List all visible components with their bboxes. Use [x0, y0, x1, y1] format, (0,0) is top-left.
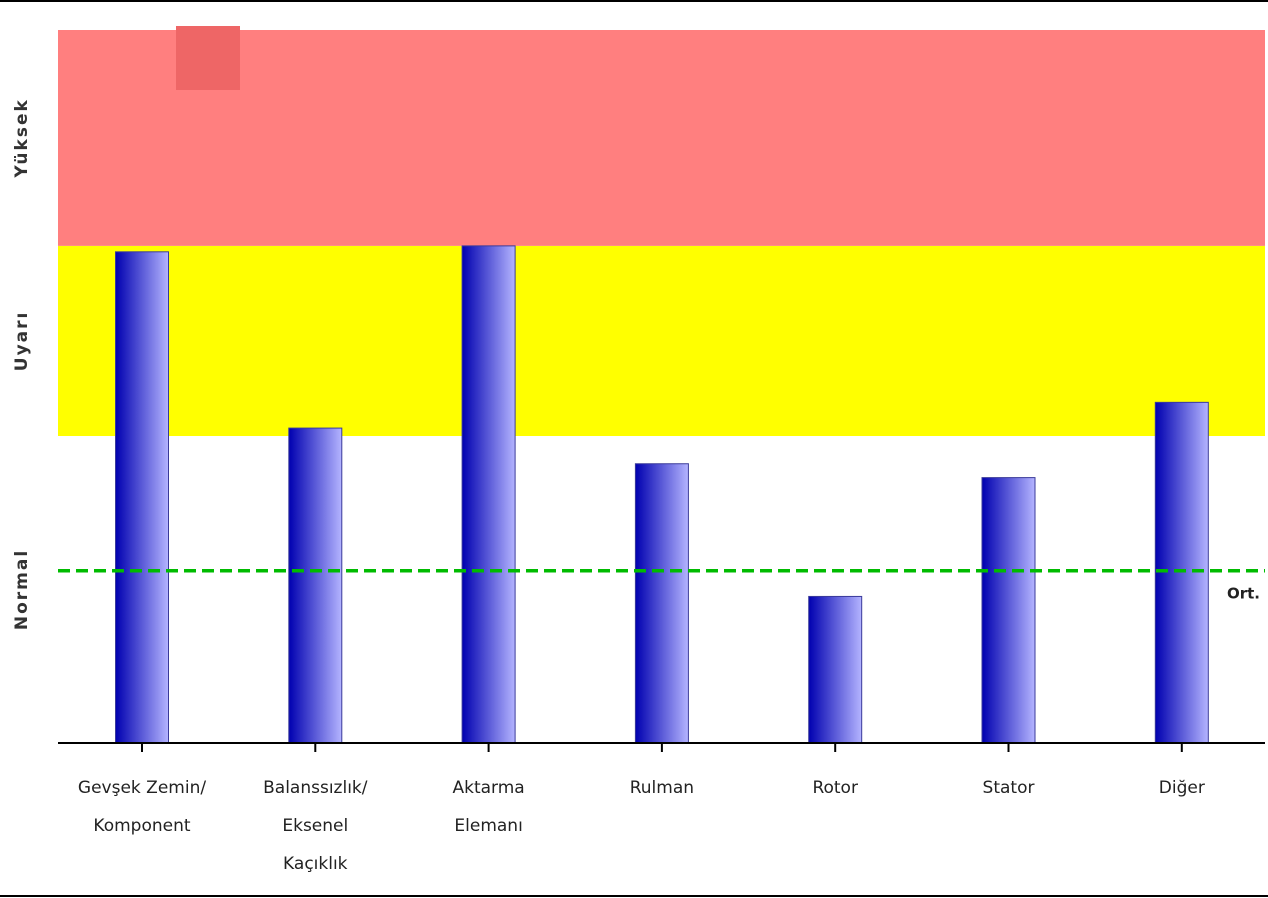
bar-0: [115, 251, 169, 744]
bar-6: [1154, 401, 1209, 744]
category-label-5-line-0: Stator: [983, 778, 1035, 798]
category-label-5: Stator: [983, 778, 1035, 798]
bar-5: [981, 477, 1036, 744]
category-label-3: Rulman: [630, 778, 694, 798]
zone-label-y-ksek: Yüksek: [12, 98, 32, 178]
category-label-0: Gevşek Zemin/Komponent: [78, 778, 206, 836]
bar-2: [461, 245, 516, 744]
zone-label-uyar-: Uyarı: [12, 311, 32, 372]
category-label-6: Diğer: [1159, 778, 1205, 798]
category-label-0-line-1: Komponent: [93, 816, 190, 836]
category-label-2: Aktarma Elemanı: [452, 778, 524, 836]
category-label-2-line-1: Elemanı: [454, 816, 522, 836]
zone-band-y-ksek: [58, 30, 1265, 246]
category-label-0-line-0: Gevşek Zemin/: [78, 778, 206, 798]
average-label: Ort.: [1227, 585, 1260, 603]
bar-1: [288, 427, 343, 744]
category-label-6-line-0: Diğer: [1159, 778, 1205, 798]
bar-4: [808, 595, 863, 744]
bar-3: [634, 463, 689, 744]
category-label-1-line-1: Eksenel: [282, 816, 348, 836]
corner-marker: [176, 26, 240, 90]
zone-label-normal: Normal: [12, 549, 32, 630]
category-label-1-line-0: Balanssızlık/: [263, 778, 368, 798]
category-label-4: Rotor: [812, 778, 858, 798]
zone-band-uyar-: [58, 245, 1265, 437]
category-label-1-line-2: Kaçıklık: [283, 854, 348, 874]
category-label-2-line-0: Aktarma: [452, 778, 524, 798]
category-label-4-line-0: Rotor: [812, 778, 858, 798]
category-label-1: Balanssızlık/Eksenel Kaçıklık: [263, 778, 368, 874]
category-label-3-line-0: Rulman: [630, 778, 694, 798]
